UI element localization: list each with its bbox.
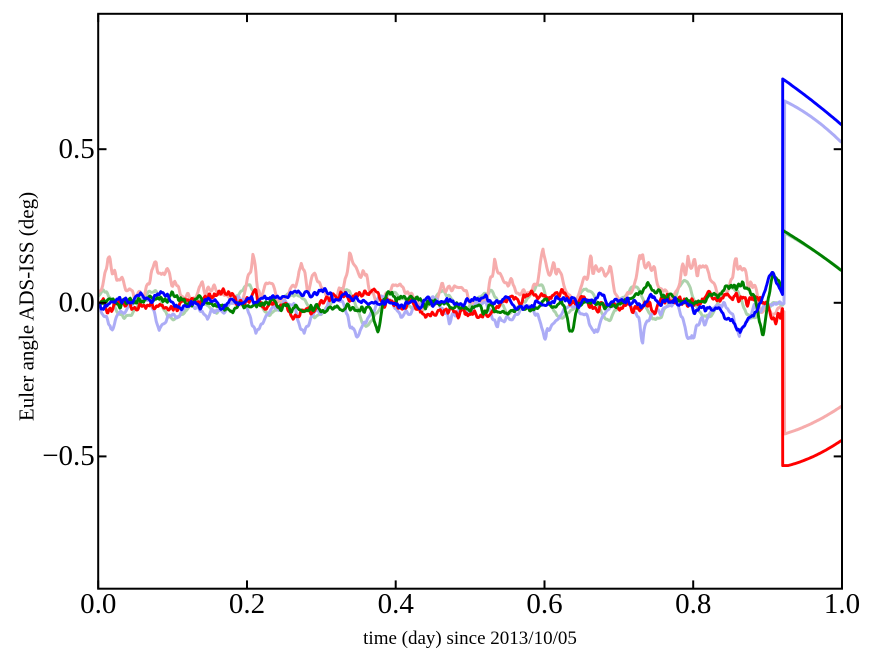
svg-text:0.4: 0.4	[378, 588, 415, 620]
svg-text:0.5: 0.5	[59, 133, 95, 165]
svg-text:0.0: 0.0	[59, 287, 95, 319]
svg-text:−0.5: −0.5	[42, 440, 95, 472]
svg-text:0.6: 0.6	[526, 588, 562, 620]
svg-text:0.2: 0.2	[229, 588, 265, 620]
svg-text:Euler angle ADS-ISS (deg): Euler angle ADS-ISS (deg)	[15, 192, 39, 421]
svg-text:time (day) since 2013/10/05: time (day) since 2013/10/05	[363, 628, 577, 649]
svg-text:0.8: 0.8	[675, 588, 711, 620]
svg-text:0.0: 0.0	[80, 588, 116, 620]
svg-text:1.0: 1.0	[824, 588, 860, 620]
